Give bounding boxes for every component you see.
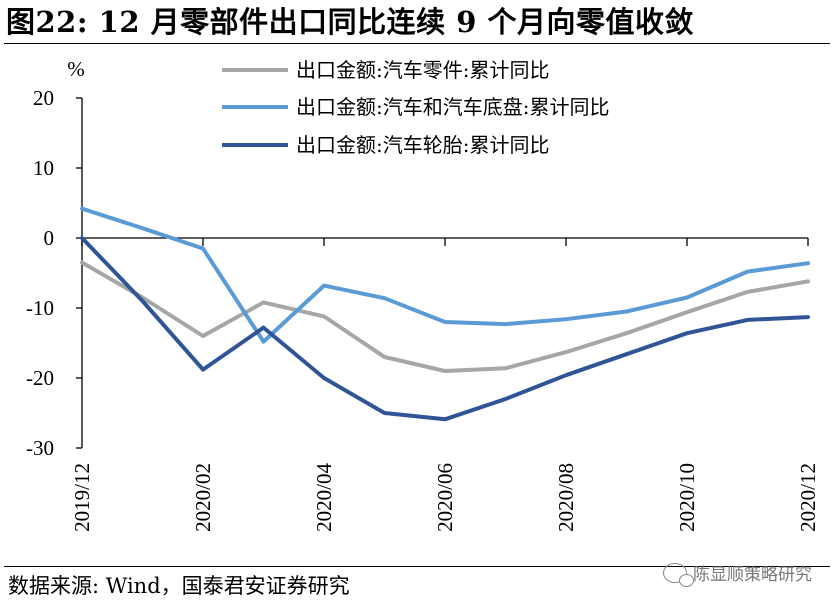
series-line-2 <box>80 206 810 344</box>
figure-title: 图22: 12 月零部件出口同比连续 9 个月向零值收敛 <box>6 5 694 39</box>
y-axis-unit: % <box>67 57 85 81</box>
y-tick-label: -10 <box>26 296 54 320</box>
title-divider <box>4 43 830 44</box>
y-tick-label: 0 <box>44 226 55 250</box>
y-tick-label: -20 <box>26 366 54 390</box>
x-tick-label: 2019/12 <box>70 463 94 532</box>
watermark-text: 陈显顺策略研究 <box>693 565 812 585</box>
wechat-icon <box>663 562 694 587</box>
source-divider <box>4 566 830 567</box>
x-tick-label: 2020/08 <box>554 463 578 532</box>
legend-label-1: 出口金额:汽车零件:累计同比 <box>296 58 549 82</box>
y-tick-label: 10 <box>33 156 54 180</box>
legend-label-3: 出口金额:汽车轮胎:累计同比 <box>296 133 549 157</box>
x-tick-label: 2020/02 <box>191 463 215 532</box>
watermark: 陈显顺策略研究 <box>663 560 812 587</box>
x-tick-label: 2020/04 <box>312 463 336 532</box>
legend-label-2: 出口金额:汽车和汽车底盘:累计同比 <box>296 95 609 119</box>
series-line-3 <box>80 236 810 422</box>
x-tick-label: 2020/12 <box>796 463 820 532</box>
y-tick-label: 20 <box>33 86 54 110</box>
y-tick-label: -30 <box>26 436 54 460</box>
x-tick-label: 2020/06 <box>433 463 457 532</box>
series-line-1 <box>80 260 810 373</box>
source-note: 数据来源: Wind，国泰君安证券研究 <box>8 574 350 598</box>
x-tick-label: 2020/10 <box>675 463 699 532</box>
